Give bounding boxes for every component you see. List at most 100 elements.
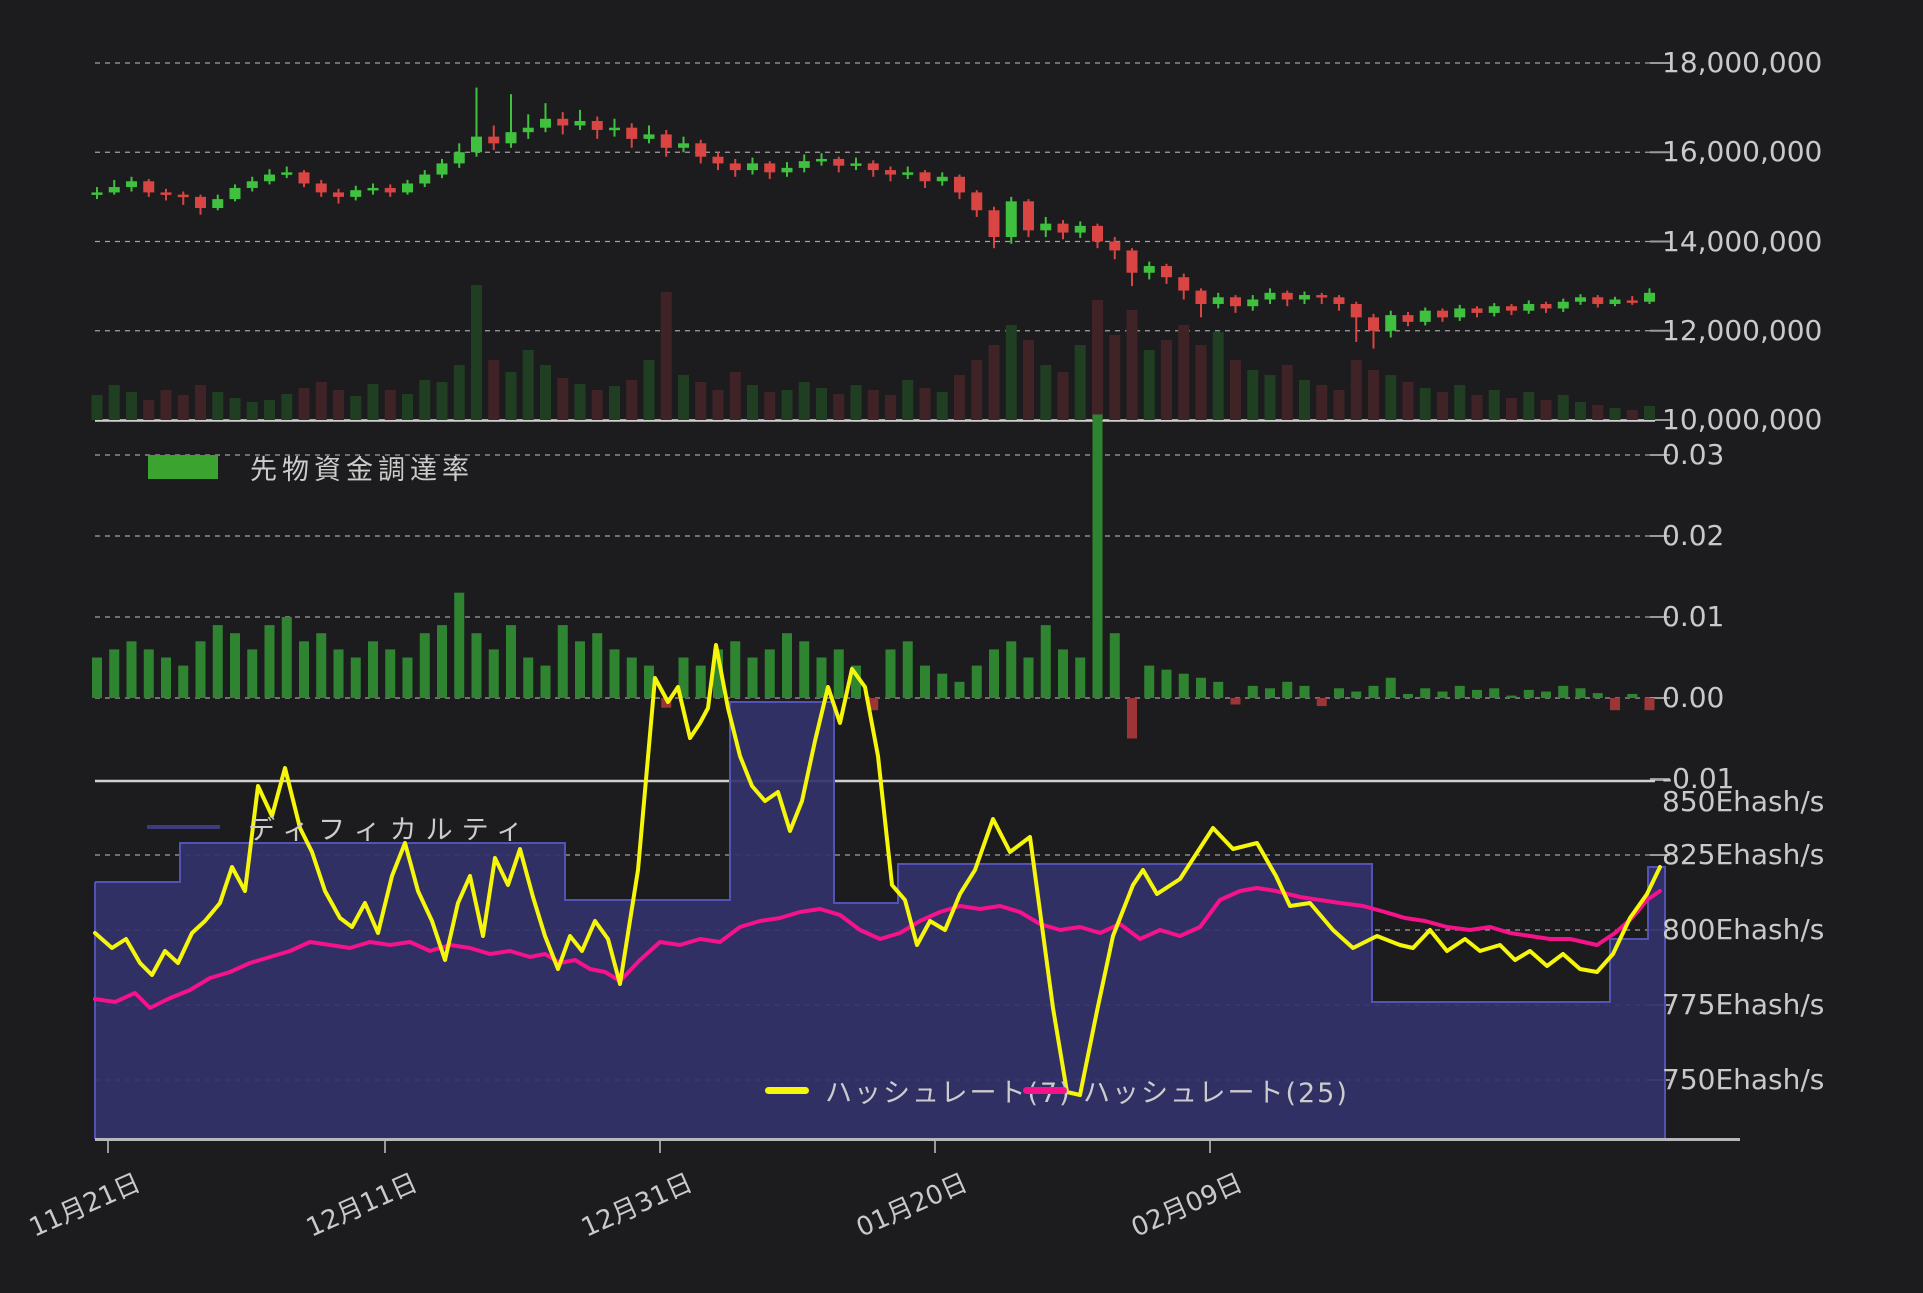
candle-body — [1074, 225, 1086, 233]
funding-bar — [368, 641, 378, 698]
candle-body — [1005, 201, 1017, 238]
volume-bar — [1126, 310, 1138, 420]
volume-bar — [1609, 408, 1621, 420]
funding-bar — [299, 641, 309, 698]
hashrate25-legend-line-icon — [1023, 1086, 1067, 1094]
candle-body — [1264, 292, 1276, 300]
volume-bar — [1005, 325, 1017, 420]
volume-bar — [126, 392, 137, 420]
hashrate-axis-label: 775Ehash/s — [1662, 988, 1825, 1021]
funding-bar — [212, 625, 223, 698]
candle-body — [1506, 306, 1517, 311]
candle-body — [1126, 250, 1138, 273]
volume-bar — [643, 360, 655, 420]
funding-bar — [1351, 691, 1362, 698]
funding-bar — [557, 625, 568, 698]
candle-body — [729, 163, 741, 171]
funding-bar — [454, 592, 465, 698]
volume-bar — [1506, 398, 1517, 420]
funding-bar — [695, 665, 706, 698]
funding-bar — [1006, 641, 1017, 698]
volume-bar — [419, 380, 431, 420]
volume-bar — [591, 390, 603, 420]
volume-bar — [609, 386, 620, 420]
volume-bar — [833, 394, 845, 420]
volume-bar — [1402, 382, 1414, 420]
candle-body — [281, 172, 293, 175]
legend-difficulty[interactable]: ディフィカルティ — [147, 810, 532, 846]
funding-bar — [1627, 693, 1638, 698]
candle-body — [747, 163, 758, 171]
funding-bar — [575, 641, 585, 698]
hashrate-axis-label: 750Ehash/s — [1662, 1063, 1825, 1096]
funding-bar — [402, 657, 413, 698]
candle-body — [540, 118, 551, 128]
candle-body — [954, 176, 965, 193]
funding-bar — [437, 625, 447, 698]
funding-bar — [1575, 688, 1586, 698]
volume-bar — [1195, 345, 1207, 420]
candle-body — [1368, 317, 1379, 331]
funding-bar — [902, 641, 913, 698]
volume-bar — [1281, 365, 1293, 420]
volume-bar — [246, 402, 258, 420]
funding-bar — [92, 657, 102, 698]
funding-bar — [540, 665, 551, 698]
funding-bar — [782, 633, 792, 698]
candle-body — [108, 187, 120, 193]
funding-bar — [937, 673, 948, 698]
volume-bar — [143, 400, 155, 420]
volume-bar — [1419, 388, 1431, 420]
candle-body — [1230, 297, 1241, 307]
candle-body — [229, 187, 241, 200]
volume-bar — [522, 350, 534, 420]
volume-bar — [954, 375, 965, 420]
candle-body — [1471, 308, 1483, 313]
funding-bar — [1592, 693, 1603, 698]
volume-bar — [367, 384, 379, 420]
candle-body — [902, 172, 914, 175]
difficulty-legend-label: ディフィカルティ — [248, 814, 532, 846]
volume-bar — [1264, 375, 1276, 420]
candle-body — [1488, 306, 1500, 313]
funding-bar — [764, 649, 775, 698]
candle-body — [1316, 295, 1328, 298]
volume-bar — [712, 390, 724, 420]
funding-bar — [281, 617, 292, 698]
hashrate-axis-label: 850Ehash/s — [1662, 785, 1825, 818]
funding-bar — [488, 649, 499, 698]
funding-bar — [1161, 669, 1172, 698]
candle-body — [988, 210, 1000, 238]
candle-body — [764, 163, 776, 173]
candle-body — [1178, 277, 1190, 291]
volume-bar — [1040, 365, 1052, 420]
volume-bar — [1557, 395, 1569, 420]
hashrate-axis-label: 800Ehash/s — [1662, 913, 1825, 946]
candle-body — [246, 181, 258, 188]
volume-bar — [384, 390, 396, 420]
volume-bar — [264, 400, 275, 420]
candle-body — [298, 172, 310, 184]
volume-bar — [1161, 340, 1172, 420]
volume-bar — [1368, 370, 1379, 420]
funding-bar — [1023, 657, 1034, 698]
hashrate25-legend-label: ハッシュレート(25) — [1083, 1077, 1349, 1109]
candle-body — [919, 172, 931, 182]
volume-bar — [1109, 335, 1121, 420]
volume-bar — [1299, 380, 1310, 420]
funding-bar — [523, 657, 534, 698]
volume-bar — [1471, 395, 1483, 420]
legend-hashrate-25[interactable]: ハッシュレート(25) — [1023, 1072, 1349, 1109]
price-axis-label: 14,000,000 — [1662, 224, 1823, 258]
legend-funding-rate[interactable]: 先物資金調達率 — [148, 452, 474, 486]
funding-bar — [868, 698, 879, 711]
funding-bar — [678, 657, 689, 698]
volume-bar — [1350, 360, 1362, 420]
funding-bar — [1437, 691, 1448, 698]
volume-bar — [1385, 375, 1397, 420]
volume-bar — [988, 345, 1000, 420]
funding-bar — [1265, 688, 1275, 698]
candle-body — [143, 181, 155, 193]
